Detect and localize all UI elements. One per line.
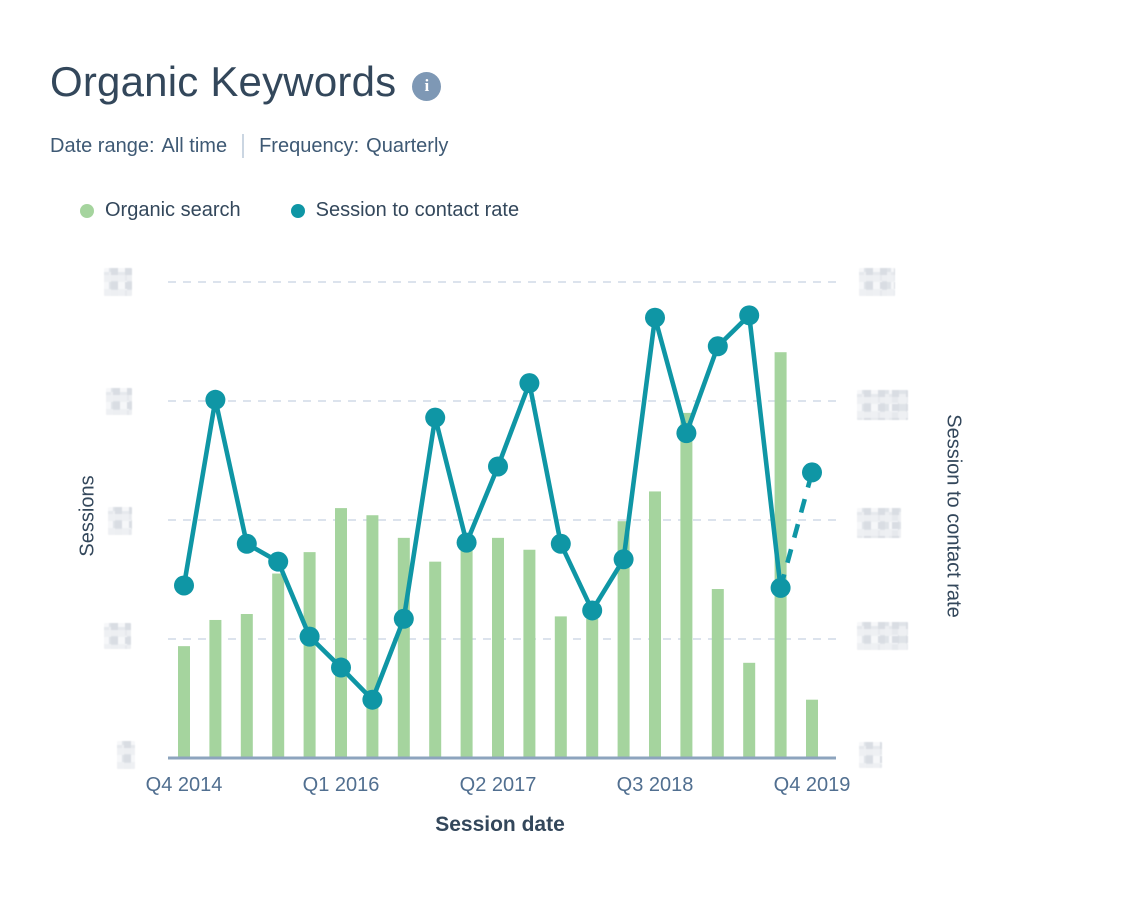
bar-q2-2017[interactable] [492, 537, 504, 758]
line-point-q2-2016[interactable] [362, 689, 383, 710]
line-point-q1-2018[interactable] [582, 600, 603, 621]
line-point-q3-2019[interactable] [770, 577, 791, 598]
x-tick-q1-2016: Q1 2016 [302, 774, 380, 796]
bar-q1-2017[interactable] [460, 536, 473, 758]
redacted-y-tick-right-2 [857, 390, 908, 420]
meta-divider [242, 134, 245, 158]
line-point-q4-2018[interactable] [676, 423, 697, 444]
redacted-y-tick-left-5 [117, 741, 135, 769]
line-point-q3-2015[interactable] [268, 551, 289, 572]
bar-q4-2014[interactable] [178, 646, 190, 758]
x-tick-q2-2017: Q2 2017 [459, 774, 537, 796]
line-point-q4-2016[interactable] [425, 407, 446, 428]
line-point-q3-2018[interactable] [645, 307, 665, 328]
date-range-label: Date range: [50, 134, 155, 157]
bar-q4-2019[interactable] [806, 699, 818, 758]
frequency-value[interactable]: Quarterly [366, 134, 449, 157]
line-point-q1-2017[interactable] [456, 532, 477, 553]
line-point-q3-2016[interactable] [393, 608, 414, 629]
bar-q1-2016[interactable] [335, 508, 347, 758]
report-meta: Date range: All time Frequency: Quarterl… [50, 134, 448, 158]
legend-dot-organic-search-icon [80, 203, 94, 218]
x-axis-title: Session date [435, 813, 565, 836]
legend-item-session-to-contact-rate[interactable]: Session to contact rate [290, 199, 520, 222]
line-point-q1-2015[interactable] [205, 389, 226, 410]
line-point-q2-2015[interactable] [236, 533, 257, 554]
frequency-label: Frequency: [259, 134, 360, 157]
bar-q4-2018[interactable] [680, 412, 693, 758]
line-point-q2-2017[interactable] [488, 456, 508, 477]
bar-q2-2018[interactable] [617, 521, 630, 758]
line-point-q4-2015[interactable] [299, 626, 320, 647]
bar-q4-2016[interactable] [429, 561, 442, 758]
page-title: Organic Keywords [50, 58, 397, 105]
bar-q2-2015[interactable] [240, 614, 253, 758]
rate-line-dashed-final-segment [778, 471, 815, 589]
legend-item-organic-search[interactable]: Organic search [80, 199, 241, 222]
bar-q2-2016[interactable] [366, 515, 379, 758]
redacted-y-tick-left-1 [104, 268, 132, 296]
line-point-q3-2017[interactable] [519, 373, 540, 394]
line-point-q2-2018[interactable] [613, 549, 634, 570]
redacted-y-tick-right-1 [859, 268, 895, 296]
x-tick-q4-2014: Q4 2014 [145, 774, 223, 796]
line-point-q1-2016[interactable] [331, 657, 351, 678]
bar-q3-2015[interactable] [272, 573, 285, 758]
bar-q3-2018[interactable] [649, 491, 661, 758]
bar-q2-2019[interactable] [743, 662, 756, 758]
legend-dot-session-to-contact-rate-icon [290, 203, 305, 218]
x-tick-q4-2019: Q4 2019 [773, 774, 851, 796]
bar-q4-2015[interactable] [303, 552, 316, 758]
redacted-y-tick-right-3 [857, 508, 901, 538]
x-axis-tick-labels: Q4 2014 Q1 2016 Q2 2017 Q3 2018 Q4 2019 [0, 774, 1122, 802]
redacted-y-tick-left-2 [106, 388, 132, 415]
chart-legend: Organic search Session to contact rate [80, 199, 519, 222]
bar-q3-2017[interactable] [523, 549, 536, 758]
report-header: Organic Keywords i [50, 58, 442, 106]
bar-q3-2019[interactable] [774, 352, 787, 758]
legend-label-organic-search: Organic search [105, 199, 241, 221]
bar-q1-2019[interactable] [711, 589, 724, 758]
y-axis-title-left: Sessions [76, 475, 99, 557]
date-range-value[interactable]: All time [161, 134, 228, 157]
redacted-y-tick-left-3 [108, 507, 132, 535]
line-point-q4-2017[interactable] [550, 533, 571, 554]
bar-q4-2017[interactable] [554, 616, 567, 758]
rate-line [181, 313, 783, 702]
info-icon[interactable]: i [412, 71, 442, 101]
line-point-q1-2019[interactable] [707, 336, 728, 357]
bar-q1-2018[interactable] [586, 618, 599, 758]
x-tick-q3-2018: Q3 2018 [616, 774, 694, 796]
legend-label-session-to-contact-rate: Session to contact rate [315, 199, 520, 221]
redacted-y-tick-right-4 [857, 622, 908, 650]
redacted-y-tick-left-4 [104, 623, 131, 649]
line-point-q2-2019[interactable] [739, 305, 760, 326]
line-point-q4-2019[interactable] [802, 462, 822, 483]
line-point-q4-2014[interactable] [174, 575, 194, 596]
bar-q3-2016[interactable] [397, 537, 410, 758]
redacted-y-tick-right-5 [859, 742, 882, 768]
y-axis-title-right: Session to contact rate [942, 414, 965, 618]
bar-q1-2015[interactable] [209, 619, 222, 758]
